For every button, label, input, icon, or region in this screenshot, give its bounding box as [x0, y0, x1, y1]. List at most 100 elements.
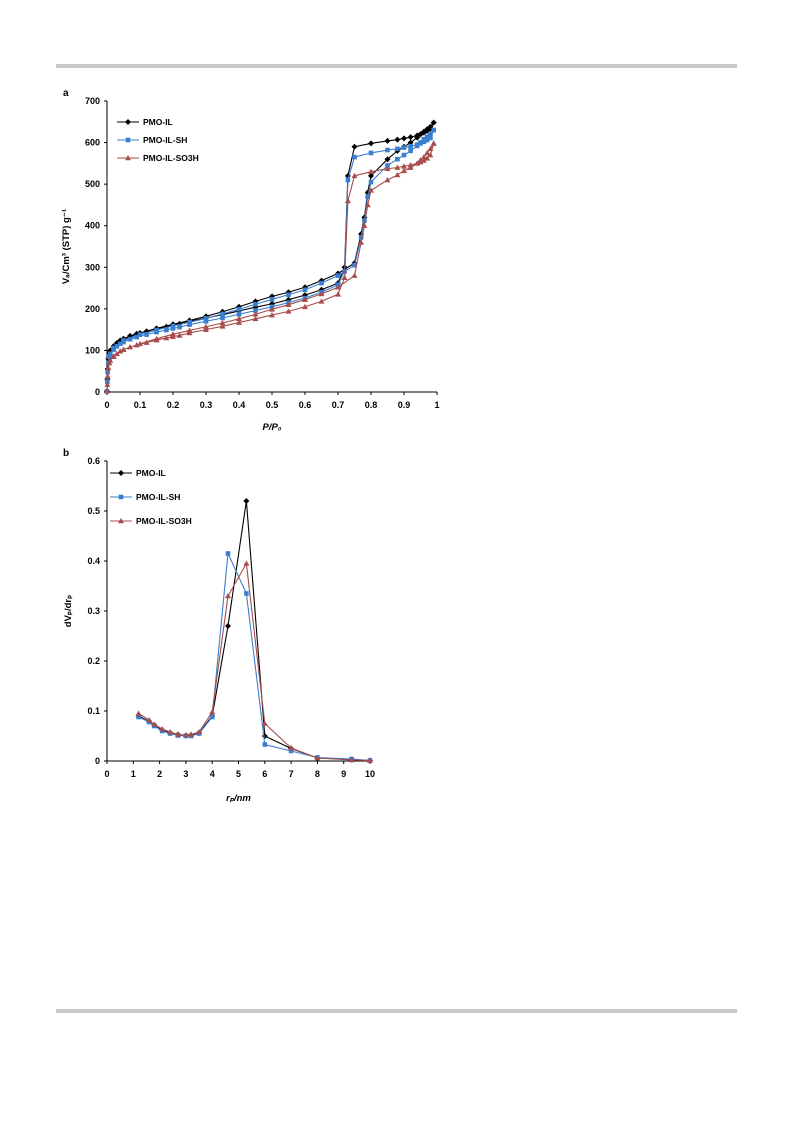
point-pmo-il-sh-60 — [269, 296, 275, 302]
y-tick-label: 0.6 — [87, 456, 100, 466]
point-pmo-il-sh-50 — [385, 163, 390, 168]
point-pmo-il-sh-31 — [385, 147, 390, 153]
point-pmo-il-so3h-19 — [219, 323, 226, 329]
point-pmo-il-sh-29 — [352, 154, 357, 160]
point-pmo-il-sh-48 — [401, 152, 407, 158]
point-pmo-il-sh-61 — [253, 301, 258, 307]
y-tick-label: 500 — [85, 179, 100, 189]
point-pmo-il-so3h-26 — [335, 291, 341, 297]
point-pmo-il-so3h-28 — [344, 197, 351, 204]
point-pmo-il-so3h-15 — [348, 757, 355, 763]
point-pmo-il-so3h-39 — [427, 152, 434, 158]
panel-label-b: b — [63, 448, 70, 459]
point-pmo-il-so3h-65 — [186, 327, 193, 333]
point-pmo-il-sh-47 — [408, 148, 413, 154]
point-pmo-il-so3h-6 — [182, 732, 189, 738]
point-pmo-il-so3h-0 — [135, 710, 142, 716]
point-pmo-il-so3h-44 — [420, 154, 427, 160]
x-tick-label: 10 — [365, 769, 375, 779]
point-pmo-il-sh-53 — [362, 218, 367, 224]
point-pmo-il-so3h-58 — [302, 296, 308, 303]
x-tick-label: 1 — [131, 769, 136, 779]
point-pmo-il-sh-62 — [236, 306, 242, 312]
y-axis-title: dVₚ/drₚ — [63, 595, 74, 627]
point-pmo-il-so3h-41 — [430, 140, 437, 146]
point-pmo-il-so3h-5 — [107, 357, 114, 363]
point-pmo-il-sh-63 — [220, 311, 225, 317]
point-pmo-il-so3h-62 — [236, 315, 242, 322]
point-pmo-il-so3h-66 — [170, 331, 176, 337]
point-legend-pmo-il-sh-0 — [118, 494, 124, 500]
point-pmo-il-sh-30 — [368, 150, 374, 156]
point-pmo-il-so3h-33 — [401, 163, 407, 169]
point-pmo-il-sh-57 — [319, 280, 324, 286]
point-pmo-il-42 — [427, 123, 434, 130]
series-line-pmo-il-sh — [138, 551, 371, 762]
point-pmo-il-so3h-70 — [110, 353, 117, 359]
point-pmo-il-so3h-1 — [146, 717, 153, 723]
point-pmo-il-32 — [394, 136, 401, 143]
point-pmo-il-sh-10 — [225, 551, 231, 556]
y-tick-label: 300 — [85, 262, 100, 272]
y-tick-label: 700 — [85, 96, 100, 106]
point-pmo-il-so3h-53 — [361, 222, 368, 229]
point-pmo-il-sh-37 — [421, 139, 427, 145]
x-tick-label: 6 — [262, 769, 267, 779]
point-pmo-il-so3h-14 — [163, 334, 170, 341]
point-pmo-il-30 — [368, 140, 374, 147]
point-pmo-il-sh-20 — [236, 311, 242, 317]
point-pmo-il-so3h-54 — [358, 239, 365, 245]
point-pmo-il-sh-14 — [164, 327, 169, 333]
legend-label: PMO-IL-SH — [143, 135, 187, 145]
point-pmo-il-so3h-13 — [288, 745, 295, 751]
series-pmo-il-so3h — [104, 140, 437, 394]
point-pmo-il-so3h-30 — [368, 168, 374, 174]
point-pmo-il-sh-34 — [408, 144, 413, 149]
legend: PMO-IL PMO-IL-SH PMO-IL-SO3H — [110, 468, 192, 526]
point-pmo-il-sh-4 — [107, 354, 112, 359]
point-legend-pmo-il-sh-0 — [125, 137, 131, 143]
point-pmo-il-so3h-22 — [269, 312, 275, 318]
point-pmo-il-so3h-60 — [269, 306, 275, 312]
point-pmo-il-so3h-32 — [394, 164, 401, 170]
point-pmo-il-sh-28 — [345, 177, 351, 183]
point-pmo-il-so3h-57 — [318, 290, 325, 297]
point-legend-pmo-il-so3h-0 — [118, 518, 124, 524]
point-pmo-il-so3h-56 — [335, 284, 341, 290]
y-tick-label: 400 — [85, 221, 100, 231]
point-pmo-il-so3h-25 — [318, 298, 325, 304]
y-tick-label: 100 — [85, 345, 100, 355]
point-pmo-il-so3h-3 — [105, 364, 112, 371]
point-pmo-il-34 — [407, 134, 414, 141]
legend-label: PMO-IL-SO3H — [143, 153, 199, 163]
point-pmo-il-so3h-69 — [120, 346, 127, 352]
point-pmo-il-sh-17 — [187, 322, 192, 327]
point-pmo-il-so3h-49 — [394, 171, 401, 178]
point-pmo-il-sh-12 — [144, 332, 149, 337]
point-pmo-il-sh-54 — [358, 235, 364, 240]
y-tick-label: 0.4 — [87, 556, 100, 566]
point-pmo-il-so3h-68 — [137, 340, 143, 347]
point-pmo-il-so3h-10 — [127, 344, 134, 350]
point-pmo-il-so3h-47 — [407, 164, 414, 170]
y-tick-label: 0.1 — [87, 706, 100, 716]
point-pmo-il-sh-69 — [121, 338, 126, 343]
y-tick-label: 0 — [95, 756, 100, 766]
point-pmo-il-so3h-24 — [302, 303, 308, 310]
point-pmo-il-sh-8 — [117, 341, 123, 347]
point-pmo-il-10 — [224, 623, 231, 629]
point-pmo-il-so3h-64 — [203, 323, 209, 330]
point-pmo-il-46 — [414, 134, 421, 141]
point-pmo-il-sh-52 — [365, 194, 370, 199]
point-pmo-il-so3h-31 — [384, 165, 391, 172]
legend-label: PMO-IL — [136, 468, 166, 478]
point-legend-pmo-il-0 — [125, 119, 131, 125]
point-pmo-il-so3h-2 — [151, 721, 158, 727]
x-tick-label: 9 — [341, 769, 346, 779]
y-tick-label: 0.3 — [87, 606, 100, 616]
point-pmo-il-so3h-12 — [261, 720, 268, 726]
point-pmo-il-so3h-1 — [104, 381, 111, 387]
point-pmo-il-sh-12 — [262, 742, 268, 747]
